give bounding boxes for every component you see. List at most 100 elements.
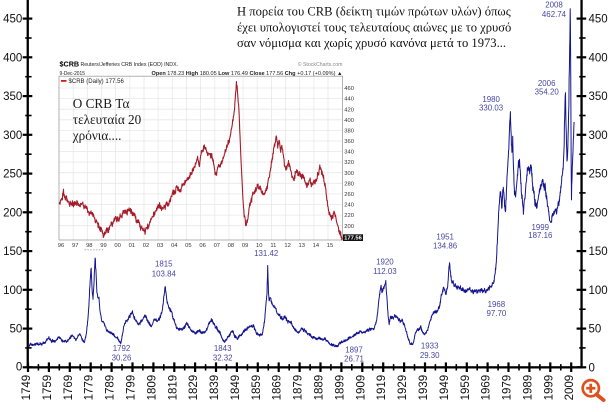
svg-text:1879: 1879 xyxy=(293,375,305,401)
svg-text:10: 10 xyxy=(256,243,262,249)
svg-text:1999: 1999 xyxy=(543,375,555,401)
svg-text:11: 11 xyxy=(270,243,276,249)
svg-text:1920: 1920 xyxy=(376,258,394,267)
svg-text:300: 300 xyxy=(3,130,22,142)
svg-text:462.74: 462.74 xyxy=(542,10,567,19)
svg-text:300: 300 xyxy=(344,171,354,177)
svg-text:1897: 1897 xyxy=(345,346,363,355)
svg-text:340: 340 xyxy=(344,150,354,156)
svg-text:97: 97 xyxy=(72,243,78,249)
svg-text:Reuters/Jefferies CRB Index (E: Reuters/Jefferies CRB Index (EOD) INDX. xyxy=(81,62,179,68)
svg-text:1769: 1769 xyxy=(63,375,75,401)
svg-text:12: 12 xyxy=(284,243,290,249)
svg-text:112.03: 112.03 xyxy=(373,267,397,276)
svg-text:260: 260 xyxy=(344,192,354,198)
svg-text:1979: 1979 xyxy=(502,375,514,401)
svg-text:50: 50 xyxy=(589,324,602,336)
svg-text:200: 200 xyxy=(344,224,354,230)
svg-text:360: 360 xyxy=(344,139,354,145)
svg-text:400: 400 xyxy=(3,52,22,64)
svg-text:380: 380 xyxy=(344,129,354,135)
svg-text:250: 250 xyxy=(3,169,22,181)
svg-text:131.42: 131.42 xyxy=(254,249,278,258)
svg-text:30.26: 30.26 xyxy=(112,353,132,362)
svg-text:354.20: 354.20 xyxy=(535,87,560,96)
svg-text:98: 98 xyxy=(86,243,92,249)
svg-text:100: 100 xyxy=(589,285,608,297)
svg-text:400: 400 xyxy=(589,52,608,64)
svg-text:1819: 1819 xyxy=(167,375,179,401)
svg-text:1959: 1959 xyxy=(460,375,472,401)
svg-text:9-Dec-2015: 9-Dec-2015 xyxy=(60,71,85,77)
svg-text:06: 06 xyxy=(199,243,205,249)
svg-text:300: 300 xyxy=(589,130,608,142)
svg-text:1899: 1899 xyxy=(334,375,346,401)
svg-text:450: 450 xyxy=(3,14,22,26)
svg-text:1829: 1829 xyxy=(188,375,200,401)
svg-text:2008: 2008 xyxy=(545,1,563,10)
svg-text:τελευταία 20: τελευταία 20 xyxy=(73,112,142,127)
svg-text:150: 150 xyxy=(589,246,608,258)
svg-text:00: 00 xyxy=(114,243,120,249)
svg-text:280: 280 xyxy=(344,181,354,187)
svg-text:29.30: 29.30 xyxy=(420,351,440,360)
svg-text:134.86: 134.86 xyxy=(433,241,458,250)
svg-text:96: 96 xyxy=(58,243,64,249)
svg-text:$CRB: $CRB xyxy=(60,59,80,68)
svg-text:σαν νόμισμα και χωρίς χρυσό κα: σαν νόμισμα και χωρίς χρυσό κανόνα μετά … xyxy=(237,36,506,50)
svg-text:$CRB (Daily) 177.56: $CRB (Daily) 177.56 xyxy=(69,79,125,85)
svg-text:460: 460 xyxy=(344,86,354,92)
svg-text:1999: 1999 xyxy=(532,223,550,232)
svg-text:1859: 1859 xyxy=(251,375,263,401)
svg-text:187.16: 187.16 xyxy=(528,231,553,240)
svg-text:250: 250 xyxy=(589,169,608,181)
svg-text:220: 220 xyxy=(344,213,354,219)
svg-text:08: 08 xyxy=(228,243,234,249)
svg-text:© StockCharts.com: © StockCharts.com xyxy=(298,61,343,68)
svg-text:1789: 1789 xyxy=(105,375,117,401)
svg-text:2006: 2006 xyxy=(538,79,556,88)
svg-text:1980: 1980 xyxy=(482,95,500,104)
svg-text:1869: 1869 xyxy=(272,375,284,401)
svg-text:1889: 1889 xyxy=(314,375,326,401)
svg-text:350: 350 xyxy=(3,91,22,103)
svg-text:1749: 1749 xyxy=(21,375,33,401)
svg-text:1951: 1951 xyxy=(436,232,454,241)
svg-text:200: 200 xyxy=(589,207,608,219)
svg-text:200: 200 xyxy=(3,207,22,219)
svg-text:1989: 1989 xyxy=(522,375,534,401)
svg-text:0: 0 xyxy=(589,362,595,374)
svg-text:1809: 1809 xyxy=(146,375,158,401)
svg-text:1909: 1909 xyxy=(355,375,367,401)
svg-text:320: 320 xyxy=(344,160,354,166)
svg-text:03: 03 xyxy=(157,243,163,249)
svg-text:97.70: 97.70 xyxy=(487,309,507,318)
svg-text:1799: 1799 xyxy=(126,375,138,401)
svg-text:1968: 1968 xyxy=(488,300,506,309)
svg-text:χρόνια....: χρόνια.... xyxy=(72,128,122,143)
svg-text:1939: 1939 xyxy=(418,375,430,401)
svg-text:330.03: 330.03 xyxy=(479,103,504,112)
svg-text:1949: 1949 xyxy=(439,375,451,401)
svg-text:έχει υπολογιστεί τους τελευταί: έχει υπολογιστεί τους τελευταίους αιώνες… xyxy=(237,21,511,35)
svg-text:1843: 1843 xyxy=(214,344,232,353)
svg-text:1759: 1759 xyxy=(42,375,54,401)
svg-text:1849: 1849 xyxy=(230,375,242,401)
svg-text:350: 350 xyxy=(589,91,608,103)
svg-text:1929: 1929 xyxy=(397,375,409,401)
svg-text:1815: 1815 xyxy=(155,260,173,269)
svg-text:1839: 1839 xyxy=(209,375,221,401)
svg-text:05: 05 xyxy=(185,243,191,249)
svg-text:26.71: 26.71 xyxy=(344,355,364,364)
svg-text:Open 178.23 High 180.05 Low 17: Open 178.23 High 180.05 Low 176.49 Close… xyxy=(152,71,343,77)
svg-text:99: 99 xyxy=(100,243,106,249)
svg-text:14: 14 xyxy=(313,243,320,249)
svg-text:240: 240 xyxy=(344,203,354,209)
svg-text:440: 440 xyxy=(344,97,354,103)
svg-text:32.32: 32.32 xyxy=(213,353,233,362)
svg-text:50: 50 xyxy=(10,324,23,336)
svg-text:01: 01 xyxy=(129,243,135,249)
svg-text:0: 0 xyxy=(16,362,22,374)
svg-text:1919: 1919 xyxy=(376,375,388,401)
svg-text:450: 450 xyxy=(589,14,608,26)
